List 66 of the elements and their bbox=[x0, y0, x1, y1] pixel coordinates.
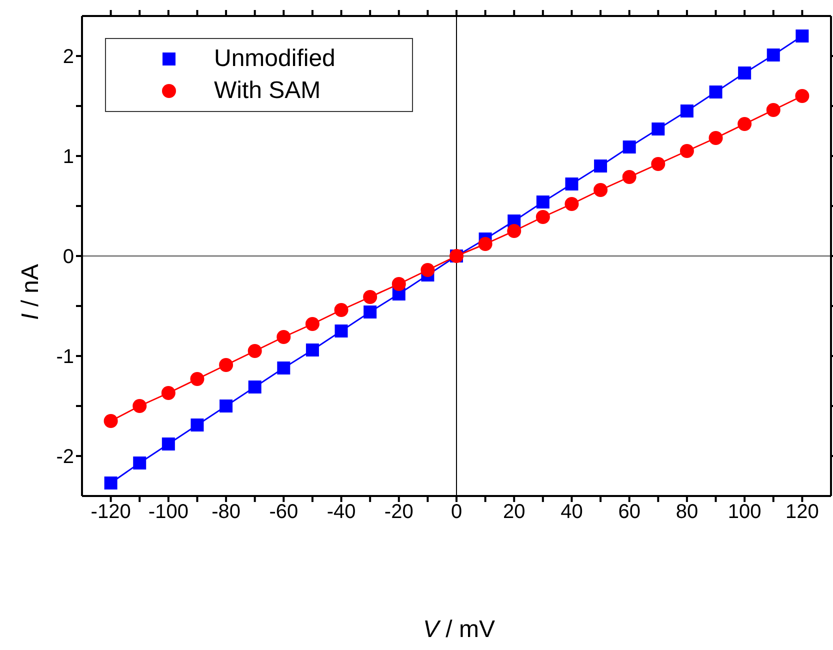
point bbox=[104, 414, 118, 428]
point bbox=[738, 117, 752, 131]
point bbox=[796, 30, 809, 42]
point bbox=[161, 386, 176, 400]
y-tick-label: -1 bbox=[56, 346, 74, 368]
y-tick-label: 2 bbox=[62, 46, 74, 68]
point bbox=[277, 362, 290, 374]
point bbox=[564, 197, 579, 211]
point bbox=[334, 324, 348, 338]
legend-label: With SAM bbox=[214, 77, 321, 105]
x-tick-label: -100 bbox=[148, 501, 188, 524]
point bbox=[594, 160, 608, 172]
legend-label: Unmodified bbox=[214, 45, 336, 73]
point bbox=[306, 344, 319, 356]
point bbox=[536, 196, 550, 208]
point bbox=[565, 178, 578, 190]
point bbox=[795, 89, 810, 103]
point bbox=[133, 456, 146, 470]
x-tick-label: -80 bbox=[212, 501, 240, 524]
point bbox=[162, 438, 175, 450]
point bbox=[420, 263, 435, 277]
x-tick-label: 100 bbox=[728, 501, 762, 524]
point bbox=[248, 380, 262, 394]
point bbox=[392, 277, 406, 291]
y-tick-label: 0 bbox=[62, 246, 74, 268]
point bbox=[766, 48, 780, 62]
point bbox=[219, 358, 234, 372]
point bbox=[680, 104, 694, 118]
point bbox=[709, 86, 722, 98]
point bbox=[190, 372, 204, 386]
point bbox=[680, 144, 694, 158]
x-tick-label: -120 bbox=[90, 501, 131, 524]
point bbox=[478, 237, 492, 251]
point bbox=[334, 303, 348, 317]
y-tick-label: 1 bbox=[62, 146, 74, 168]
x-tick-label: 0 bbox=[450, 501, 462, 524]
point bbox=[276, 330, 291, 344]
point bbox=[507, 224, 522, 238]
x-tick-label: 20 bbox=[502, 501, 526, 524]
point bbox=[248, 344, 262, 358]
point bbox=[220, 400, 233, 412]
x-axis-title: V / mV bbox=[422, 616, 496, 643]
point bbox=[132, 399, 147, 413]
x-tick-label: 120 bbox=[786, 501, 819, 524]
y-tick-label: -2 bbox=[56, 446, 74, 468]
y-axis-title: I / nA bbox=[17, 264, 44, 320]
point bbox=[651, 157, 666, 171]
x-tick-label: 40 bbox=[560, 501, 583, 524]
point bbox=[652, 122, 665, 136]
x-tick-label: -60 bbox=[269, 501, 298, 524]
point bbox=[364, 306, 377, 318]
point bbox=[622, 170, 636, 184]
point bbox=[104, 476, 118, 490]
x-tick-label: -40 bbox=[326, 501, 356, 524]
x-tick-label: 60 bbox=[618, 501, 640, 524]
point bbox=[766, 103, 780, 117]
x-tick-label: 80 bbox=[676, 501, 698, 524]
x-tick-label: -20 bbox=[384, 501, 414, 524]
point bbox=[363, 290, 378, 304]
point bbox=[738, 66, 752, 80]
point bbox=[622, 140, 636, 154]
point bbox=[594, 183, 608, 197]
point bbox=[190, 418, 204, 432]
point bbox=[305, 317, 320, 331]
point bbox=[536, 210, 550, 224]
point bbox=[708, 131, 723, 145]
